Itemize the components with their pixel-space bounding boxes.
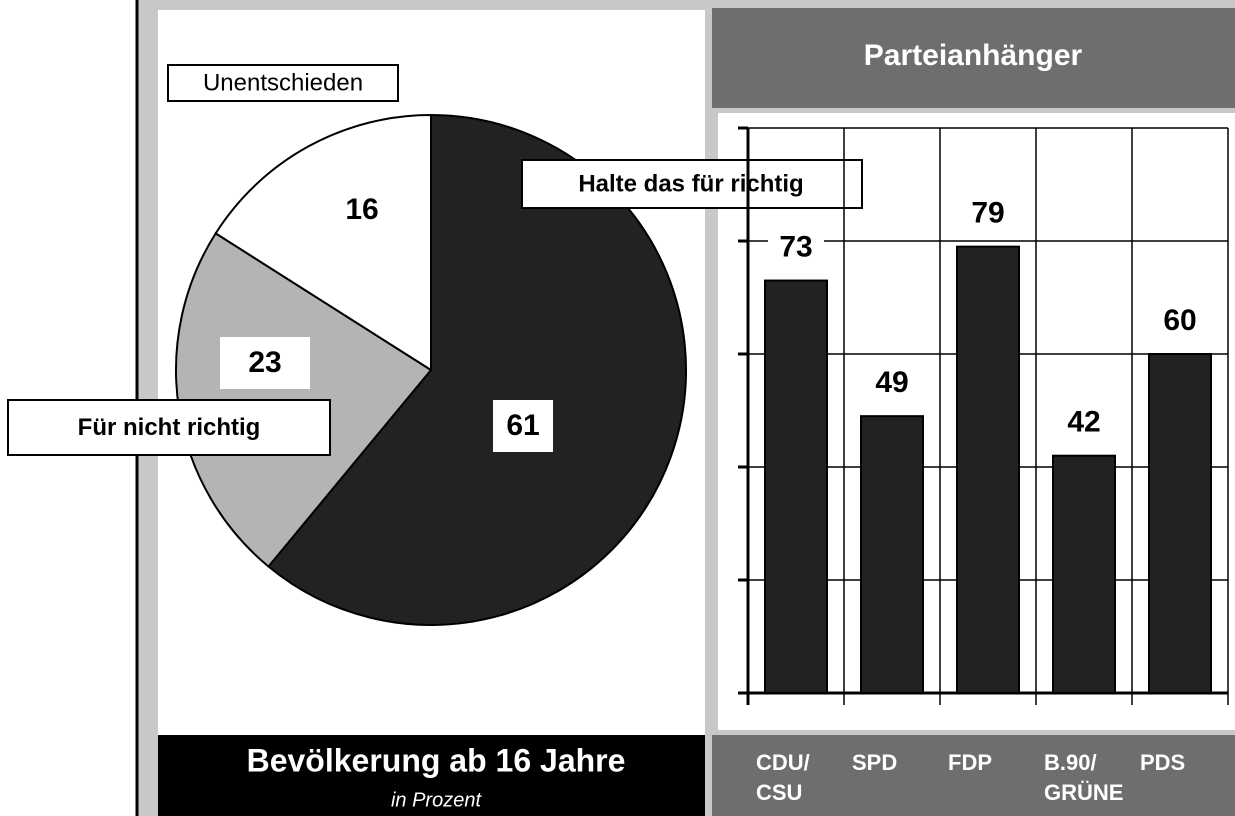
x-tick-label: FDP (948, 750, 992, 775)
bar-footer (712, 735, 1235, 816)
x-tick-label: PDS (1140, 750, 1186, 775)
value-box (493, 400, 553, 452)
value-box (1152, 302, 1208, 342)
value-box (220, 337, 310, 389)
value-label: 49 (875, 366, 908, 399)
label-box (7, 399, 331, 456)
label-box (521, 159, 863, 209)
value-label: 16 (345, 193, 378, 226)
bar (764, 279, 828, 694)
pie-title: Bevölkerung ab 16 Jahre (247, 742, 626, 778)
value-box (960, 194, 1016, 235)
value-label: 79 (971, 197, 1004, 230)
slice-name: Unentschieden (203, 69, 363, 96)
slice-name: Für nicht richtig (78, 414, 261, 441)
value-label: 42 (1067, 406, 1100, 439)
value-box (864, 364, 920, 405)
x-tick-label: CDU/ CSU (756, 750, 810, 805)
value-box (1056, 403, 1112, 444)
pie-slice (214, 113, 432, 372)
bar (956, 245, 1020, 694)
label-box (167, 64, 399, 102)
x-tick-label: SPD (852, 750, 898, 775)
pie-footer (158, 735, 705, 816)
pie: Halte das für richtig 61 Für nicht richtig… (7, 64, 863, 626)
pie-subtitle: in Prozent (391, 789, 482, 811)
value-label: 61 (506, 409, 539, 442)
value-label: 60 (1163, 304, 1196, 337)
bar-title: Parteianhänger (864, 39, 1083, 72)
bar-header (712, 8, 1235, 108)
pie-slice (267, 113, 687, 626)
value-box (768, 228, 824, 269)
x-tick-label: B.90/ GRÜNE (1044, 750, 1124, 805)
bar (860, 415, 924, 694)
value-label: 73 (779, 230, 812, 263)
bar (1052, 454, 1116, 695)
bar-chart: 73 49 79 42 60 (738, 126, 1229, 705)
value-label: 23 (248, 346, 281, 379)
slice-name: Halte das für richtig (578, 170, 803, 197)
bar (1148, 353, 1212, 694)
